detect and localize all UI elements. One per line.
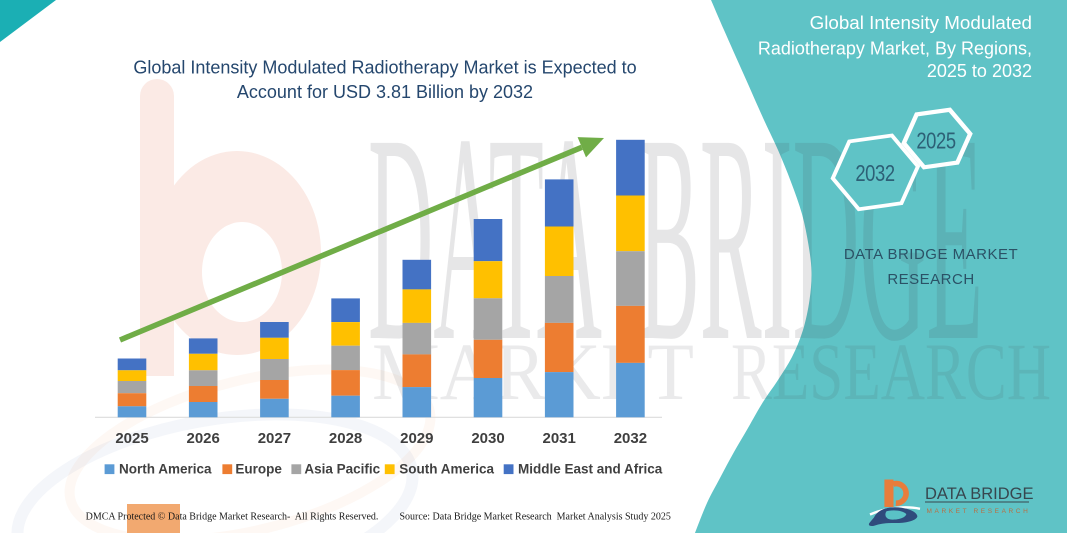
svg-text:RESEARCH: RESEARCH xyxy=(731,326,1051,417)
svg-text:2025: 2025 xyxy=(916,129,955,154)
svg-text:Global Intensity Modulated Rad: Global Intensity Modulated Radiotherapy … xyxy=(133,58,636,78)
svg-text:DMCA Protected © Data Bridge M: DMCA Protected © Data Bridge Market Rese… xyxy=(86,512,379,523)
svg-text:2032: 2032 xyxy=(614,430,647,447)
svg-text:2031: 2031 xyxy=(543,430,576,447)
svg-text:Account for USD 3.81 Billion b: Account for USD 3.81 Billion by 2032 xyxy=(237,82,533,102)
svg-text:2025: 2025 xyxy=(115,430,148,447)
svg-text:Europe: Europe xyxy=(235,462,282,477)
svg-text:2028: 2028 xyxy=(329,430,362,447)
svg-text:South America: South America xyxy=(399,462,494,477)
svg-text:2032: 2032 xyxy=(855,161,894,186)
svg-text:Asia Pacific: Asia Pacific xyxy=(304,462,380,477)
svg-text:2025 to 2032: 2025 to 2032 xyxy=(927,61,1032,81)
svg-text:DATA BRIDGE: DATA BRIDGE xyxy=(925,485,1034,503)
svg-text:RESEARCH: RESEARCH xyxy=(887,271,974,288)
svg-text:2030: 2030 xyxy=(471,430,504,447)
svg-text:Source: Data Bridge Market Res: Source: Data Bridge Market Research Mark… xyxy=(400,512,671,523)
svg-text:Middle East and Africa: Middle East and Africa xyxy=(518,462,663,477)
svg-text:North America: North America xyxy=(119,462,212,477)
svg-text:MARKET RESEARCH: MARKET RESEARCH xyxy=(927,508,1031,515)
svg-text:2029: 2029 xyxy=(400,430,433,447)
svg-text:2026: 2026 xyxy=(187,430,220,447)
svg-text:2027: 2027 xyxy=(258,430,291,447)
svg-text:DATA BRIDGE MARKET: DATA BRIDGE MARKET xyxy=(844,246,1018,263)
svg-text:Radiotherapy Market, By Region: Radiotherapy Market, By Regions, xyxy=(758,38,1032,58)
svg-text:Global Intensity Modulated: Global Intensity Modulated xyxy=(810,12,1032,33)
